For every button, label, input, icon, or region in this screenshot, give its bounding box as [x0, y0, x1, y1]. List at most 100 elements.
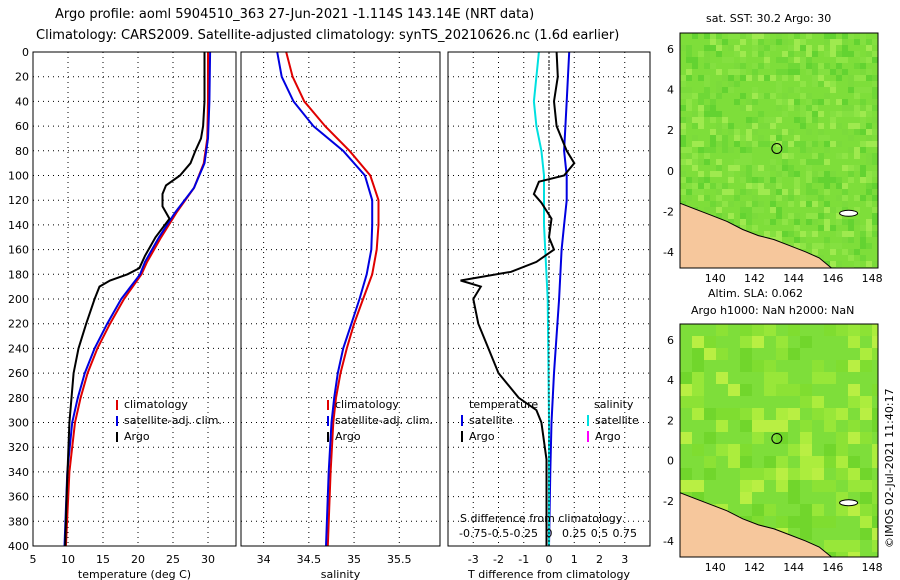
ocean-cell	[710, 135, 716, 141]
ocean-cell	[824, 408, 836, 420]
ocean-cell	[746, 75, 752, 81]
ocean-cell	[842, 111, 848, 117]
ocean-cell	[728, 123, 734, 129]
x-tick-label: 34.5	[297, 553, 322, 566]
series-line	[285, 51, 380, 547]
ocean-cell	[692, 63, 698, 69]
ocean-cell	[722, 201, 728, 207]
difference-panel: -3 -2 -1 0 1 2 3 T difference from climatology	[447, 51, 651, 580]
ocean-cell	[704, 57, 710, 63]
ocean-cell	[830, 69, 836, 75]
ocean-cell	[752, 69, 758, 75]
ocean-cell	[704, 93, 710, 99]
ocean-cell	[860, 63, 866, 69]
ocean-cell	[866, 189, 872, 195]
land-mass	[680, 202, 833, 268]
ocean-cell	[812, 105, 818, 111]
ocean-cell	[866, 51, 872, 57]
ocean-cell	[728, 219, 734, 225]
ocean-cell	[740, 219, 746, 225]
ocean-cell	[818, 45, 824, 51]
ocean-cell	[740, 177, 746, 183]
x-axis-label: T difference from climatology	[467, 568, 630, 580]
ocean-cell	[788, 348, 800, 360]
ocean-cell	[776, 420, 788, 432]
x-tick-label: -2	[493, 553, 504, 566]
ocean-cell	[776, 99, 782, 105]
map-frame	[679, 32, 879, 269]
ocean-cell	[848, 249, 854, 255]
ocean-cell	[734, 45, 740, 51]
ocean-cell	[824, 171, 830, 177]
ocean-cell	[704, 348, 716, 360]
ocean-cell	[836, 111, 842, 117]
ocean-cell	[860, 165, 866, 171]
ocean-cell	[692, 117, 698, 123]
ocean-cell	[776, 408, 788, 420]
ocean-cell	[812, 231, 818, 237]
ocean-cell	[710, 201, 716, 207]
ocean-cell	[812, 360, 824, 372]
ocean-cell	[836, 63, 842, 69]
ocean-cell	[716, 81, 722, 87]
ocean-cell	[728, 384, 740, 396]
ocean-cell	[872, 171, 878, 177]
ocean-cell	[752, 360, 764, 372]
x-tick-label: 25	[166, 553, 180, 566]
s-difference-tick-label: 0.5	[591, 527, 609, 540]
ocean-cell	[764, 51, 770, 57]
ocean-cell	[692, 189, 698, 195]
ocean-cell	[698, 117, 704, 123]
ocean-cell	[728, 201, 734, 207]
legend-s-argo-label: Argo	[595, 430, 621, 443]
ocean-cell	[770, 123, 776, 129]
ocean-cell	[746, 159, 752, 165]
s-difference-tick-label: 0	[546, 527, 553, 540]
ocean-cell	[812, 249, 818, 255]
ocean-cell	[770, 201, 776, 207]
ocean-cell	[782, 75, 788, 81]
ocean-cell	[776, 348, 788, 360]
legend-argo-label: Argo	[124, 430, 150, 443]
ocean-cell	[680, 135, 686, 141]
ocean-cell	[860, 147, 866, 153]
ocean-cell	[836, 141, 842, 147]
x-tick-label: 15	[96, 553, 110, 566]
ocean-cell	[752, 225, 758, 231]
ocean-cell	[704, 87, 710, 93]
ocean-cell	[788, 129, 794, 135]
ocean-cell	[866, 261, 872, 267]
ocean-cell	[740, 456, 752, 468]
ocean-cell	[860, 117, 866, 123]
ocean-cell	[704, 105, 710, 111]
ocean-cell	[710, 129, 716, 135]
ocean-cell	[872, 492, 878, 504]
ocean-cell	[836, 360, 848, 372]
ocean-cell	[770, 207, 776, 213]
sla-map: 140 142 144 146 148 6 4 2 0 -2 -4	[663, 323, 883, 574]
ocean-cell	[764, 183, 770, 189]
ocean-cell	[722, 75, 728, 81]
ocean-cell	[860, 324, 872, 336]
ocean-cell	[752, 117, 758, 123]
ocean-cell	[764, 63, 770, 69]
ocean-cell	[764, 219, 770, 225]
ocean-cell	[860, 177, 866, 183]
ocean-cell	[686, 153, 692, 159]
ocean-cell	[848, 33, 854, 39]
ocean-cell	[722, 57, 728, 63]
ocean-cell	[710, 147, 716, 153]
ocean-cell	[800, 63, 806, 69]
ocean-cell	[812, 153, 818, 159]
ocean-cell	[818, 159, 824, 165]
ocean-cell	[680, 123, 686, 129]
ocean-cell	[836, 243, 842, 249]
ocean-cell	[872, 51, 878, 57]
ocean-cell	[860, 504, 872, 516]
x-tick-label: 0	[546, 553, 553, 566]
ocean-cell	[812, 456, 824, 468]
ocean-cell	[872, 99, 878, 105]
ocean-cell	[770, 183, 776, 189]
ocean-cell	[722, 189, 728, 195]
ocean-cell	[848, 552, 860, 557]
